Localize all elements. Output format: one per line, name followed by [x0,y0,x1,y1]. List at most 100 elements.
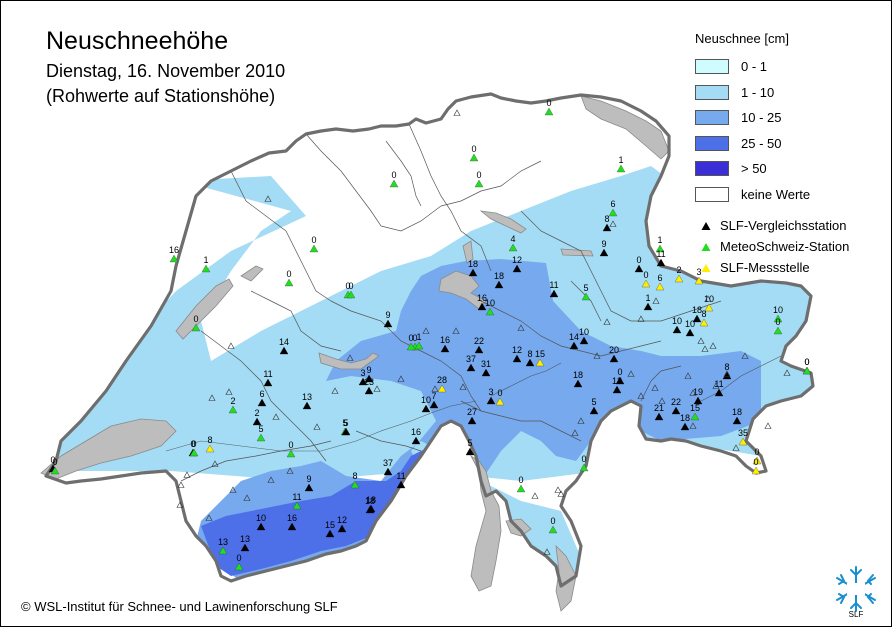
station-marker [189,448,199,457]
station-value: 0 [471,144,476,154]
station-marker-empty [704,295,712,302]
station-marker [414,341,424,350]
legend-row: > 50 [695,156,885,182]
station-marker [341,427,351,436]
station-marker-empty [554,486,562,493]
station-value: 0 [617,367,622,377]
station-marker [406,342,416,351]
station-marker [573,379,583,388]
station-marker-empty [452,327,460,334]
station-marker-empty [264,195,272,202]
station-value: 1 [657,235,662,245]
legend-row: 0 - 1 [695,54,885,80]
station-value: 5 [342,418,347,428]
station-value: 0 [546,98,551,108]
station-marker [234,562,244,571]
station-marker [569,341,579,350]
station-marker-empty [272,413,280,420]
station-marker-empty [701,345,709,352]
station-value: 0 [311,235,316,245]
station-value: 20 [609,345,619,355]
station-value: 13 [240,534,250,544]
lakes [40,95,670,612]
station-value: 0 [391,170,396,180]
station-marker [654,412,664,421]
zone-25-50 [201,441,451,576]
station-marker-empty [741,352,749,359]
station-marker [685,328,695,337]
legend-label: > 50 [741,161,767,177]
station-value: 8 [724,362,729,372]
black-triangle-icon [701,221,711,230]
station-marker [589,406,599,415]
station-value: 0 [636,255,641,265]
station-marker [467,416,477,425]
legend-station-label: SLF-Vergleichsstation [720,218,847,233]
lake-biel [240,265,264,282]
station-marker-empty [313,423,321,430]
station-value: 9 [601,239,606,249]
station-marker [615,376,625,385]
station-marker [50,466,60,475]
station-value: 0 [286,269,291,279]
station-marker [671,406,681,415]
station-marker [516,484,526,493]
legend-swatch [695,161,729,177]
station-marker-empty [609,220,617,227]
legend-swatch [695,59,729,75]
station-value: 16 [169,245,179,255]
station-value: 8 [527,349,532,359]
station-marker [512,264,522,273]
station-marker-empty [732,444,740,451]
lake-neuchatel [175,278,234,340]
station-marker [256,522,266,531]
station-value: 18 [365,496,375,506]
station-marker [680,422,690,431]
station-marker [440,344,450,353]
station-value: 0 [518,475,523,485]
station-marker [383,467,393,476]
station-marker-empty [176,501,184,508]
station-value: 10 [256,513,266,523]
station-marker [655,244,665,253]
station-marker [228,405,238,414]
station-value: 31 [481,359,491,369]
station-value: 0 [550,516,555,526]
station-marker-empty [431,385,439,392]
station-value: 8 [207,435,212,445]
station-marker [396,480,406,489]
station-value: 11 [656,249,665,259]
legend-classes: 0 - 1 1 - 10 10 - 25 25 - 50 > 50 keine … [695,54,885,207]
station-marker-empty [684,372,692,379]
station-marker [738,437,748,446]
station-value: 0 [754,447,759,457]
station-value: 0 [408,333,413,343]
station-marker-empty [723,370,731,377]
station-value: 7 [431,391,436,401]
station-marker-empty [225,388,233,395]
station-value: 9 [306,474,311,484]
lake-walensee [560,248,594,257]
station-value: 1 [416,332,421,342]
legend-row: 1 - 10 [695,80,885,106]
station-marker [579,336,589,345]
station-marker-empty [286,467,294,474]
station-value: 10 [685,319,695,329]
station-marker-empty [208,394,216,401]
station-marker [477,302,487,311]
station-marker-empty [229,486,237,493]
station-marker-empty [422,327,430,334]
station-value: 0 [412,333,417,343]
station-value: 0 [348,281,353,291]
legend-station-row: SLF-Messstelle [695,257,885,278]
station-marker [714,388,724,397]
station-marker [218,546,228,555]
station-marker [525,358,535,367]
station-marker-empty [459,383,467,390]
legend-swatch [695,186,729,202]
station-value: 15 [535,349,545,359]
station-value: 8 [604,214,609,224]
station-value: 18 [366,495,376,505]
station-marker [468,268,478,277]
